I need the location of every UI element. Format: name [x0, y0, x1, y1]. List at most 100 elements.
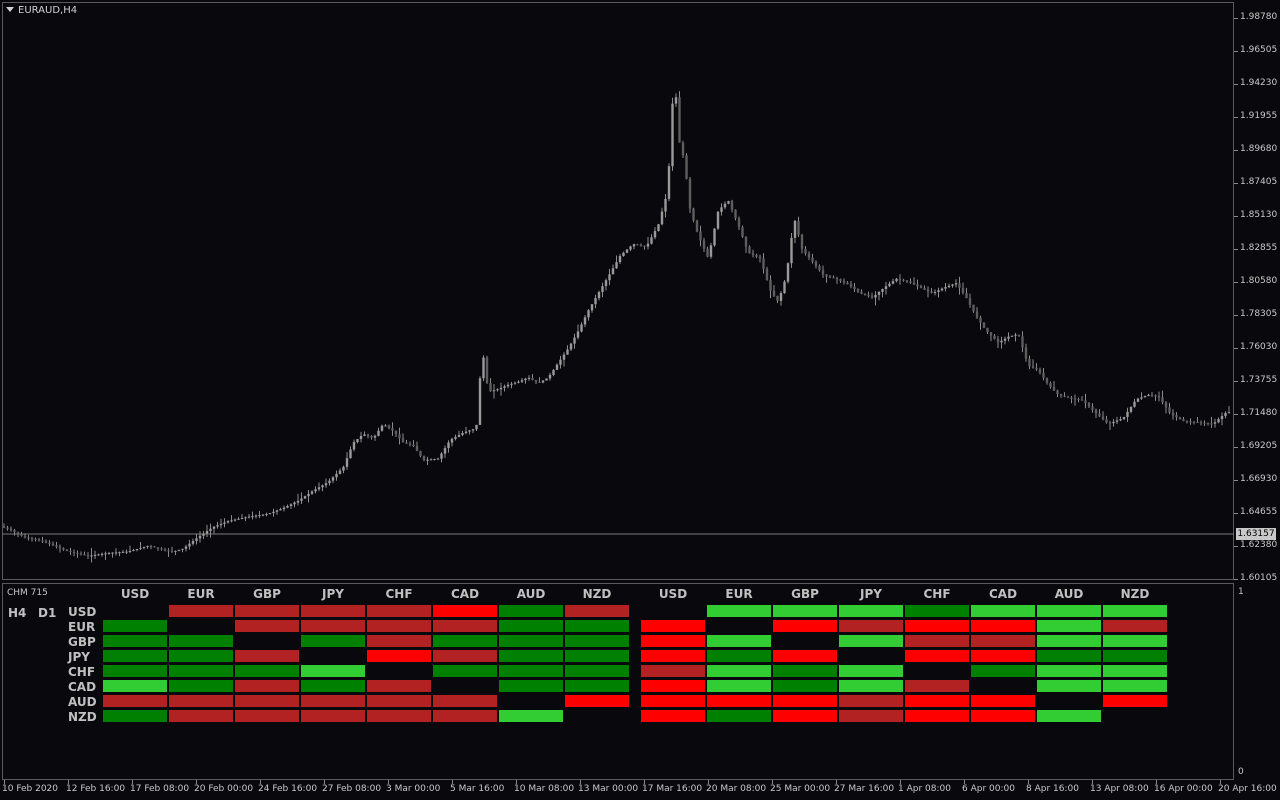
- price-tick-label: 1.96505: [1240, 45, 1278, 55]
- candle-body: [527, 377, 531, 379]
- candle-body: [699, 231, 702, 241]
- candle-body: [55, 545, 58, 547]
- candle-body: [587, 310, 590, 318]
- heatmap-cell: [499, 635, 563, 647]
- candle-body: [216, 525, 219, 527]
- dropdown-triangle-icon[interactable]: [6, 7, 14, 12]
- row-header-eur: EUR: [68, 620, 96, 634]
- date-tick-label: 5 Mar 16:00: [450, 784, 505, 794]
- candle-body: [814, 261, 818, 266]
- candle-body: [513, 382, 517, 384]
- candle-body: [1161, 397, 1164, 403]
- heatmap-cell: [367, 635, 431, 647]
- candle-body: [1171, 412, 1175, 416]
- heatmap-cell: [169, 710, 233, 722]
- candle-body: [345, 458, 349, 467]
- date-tick-mark: [1092, 780, 1093, 784]
- candle-body: [1021, 336, 1024, 348]
- candle-body: [1192, 421, 1196, 423]
- candle-body: [324, 483, 328, 486]
- candle-body: [226, 521, 230, 523]
- price-tick-label: 1.60105: [1240, 573, 1278, 583]
- candle-body: [212, 526, 216, 529]
- candle-body: [1196, 422, 1199, 424]
- date-tick-mark: [708, 780, 709, 784]
- candle-body: [265, 514, 268, 516]
- column-header-h4-cad: CAD: [450, 587, 480, 601]
- candle-body: [1157, 395, 1161, 398]
- candle-body: [1199, 422, 1203, 424]
- heatmap-cell: [235, 665, 299, 677]
- candle-body: [359, 435, 363, 440]
- main-chart-frame[interactable]: [2, 2, 1234, 580]
- heatmap-cell: [839, 710, 903, 722]
- heatmap-cell: [641, 680, 705, 692]
- column-header-d1-usd: USD: [658, 587, 688, 601]
- column-header-d1-jpy: JPY: [860, 587, 882, 601]
- row-header-nzd: NZD: [68, 710, 97, 724]
- heatmap-cell: [235, 695, 299, 707]
- candle-body: [807, 253, 811, 258]
- candle-body: [779, 293, 783, 301]
- candle-body: [188, 543, 191, 547]
- candle-body: [1112, 421, 1115, 424]
- date-tick-mark: [324, 780, 325, 784]
- indicator-subwindow[interactable]: [2, 583, 1234, 780]
- candle-body: [979, 317, 982, 323]
- candle-body: [510, 383, 513, 385]
- date-tick-label: 13 Apr 08:00: [1090, 784, 1149, 794]
- candle-body: [328, 480, 331, 484]
- heatmap-cell: [773, 605, 837, 617]
- heatmap-cell: [773, 650, 837, 662]
- heatmap-cell: [1037, 665, 1101, 677]
- price-tick-label: 1.80580: [1240, 276, 1278, 286]
- heatmap-cell: [301, 695, 365, 707]
- heatmap-cell: [499, 620, 563, 632]
- heatmap-cell: [707, 665, 771, 677]
- candle-body: [1189, 421, 1192, 423]
- candle-body: [993, 335, 996, 340]
- candle-body: [342, 466, 345, 471]
- heatmap-cell: [235, 605, 299, 617]
- candle-body: [79, 553, 83, 555]
- candle-body: [1031, 366, 1035, 368]
- heatmap-cell: [1037, 620, 1101, 632]
- candle-body: [909, 281, 912, 283]
- candle-body: [674, 97, 678, 104]
- row-header-jpy: JPY: [68, 650, 90, 664]
- candle-body: [244, 517, 247, 519]
- heatmap-cell: [433, 635, 497, 647]
- candle-body: [580, 324, 583, 332]
- candle-body: [485, 357, 489, 383]
- timeframe-label-h4: H4: [8, 606, 27, 620]
- column-header-h4-chf: CHF: [385, 587, 413, 601]
- candle-body: [125, 551, 128, 553]
- symbol-label[interactable]: EURAUD,H4: [6, 5, 77, 16]
- candle-body: [356, 439, 359, 443]
- candle-body: [968, 298, 972, 305]
- date-tick-mark: [4, 780, 5, 784]
- date-tick-label: 27 Feb 08:00: [322, 784, 382, 794]
- heatmap-cell: [169, 680, 233, 692]
- heatmap-cell: [1103, 665, 1167, 677]
- heatmap-cell: [499, 650, 563, 662]
- price-tick-mark: [1234, 414, 1238, 415]
- candle-body: [272, 511, 275, 514]
- candle-body: [1101, 416, 1105, 420]
- candle-body: [461, 432, 464, 435]
- heatmap-cell: [641, 620, 705, 632]
- candle-body: [149, 545, 153, 547]
- candle-body: [520, 380, 524, 382]
- candle-body: [769, 280, 772, 291]
- candle-body: [608, 274, 611, 281]
- price-tick-mark: [1234, 546, 1238, 547]
- candle-body: [636, 244, 639, 246]
- column-header-h4-eur: EUR: [187, 587, 215, 601]
- candle-body: [1003, 338, 1007, 341]
- candle-body: [506, 384, 510, 387]
- candle-body: [1147, 394, 1150, 397]
- candle-body: [1098, 413, 1101, 417]
- heatmap-cell: [971, 605, 1035, 617]
- candle-body: [370, 436, 373, 438]
- heatmap-cell: [499, 680, 563, 692]
